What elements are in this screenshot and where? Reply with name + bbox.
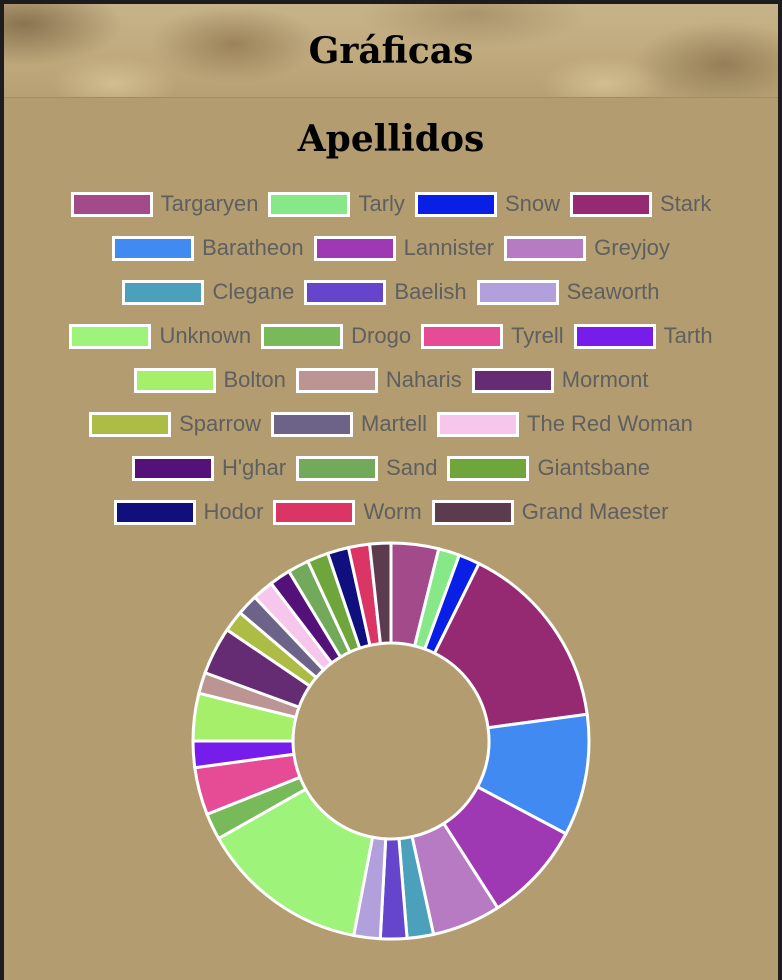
legend-item[interactable]: Tyrell xyxy=(421,323,564,349)
legend-label: Tarly xyxy=(358,191,405,216)
legend-item[interactable]: Worm xyxy=(273,499,422,525)
legend-label: Grand Maester xyxy=(521,499,669,524)
legend-item[interactable]: Sparrow xyxy=(89,411,261,437)
legend-swatch xyxy=(304,279,387,305)
legend-row: Baratheon Lannister Greyjoy xyxy=(4,226,778,270)
legend-swatch xyxy=(113,499,196,525)
legend-label: Worm xyxy=(363,499,422,524)
legend-swatch xyxy=(476,279,559,305)
legend-swatch xyxy=(268,191,351,217)
legend-item[interactable]: Drogo xyxy=(261,323,411,349)
legend-label: Greyjoy xyxy=(594,235,670,260)
legend-item[interactable]: Clegane xyxy=(122,279,294,305)
legend-item[interactable]: Targaryen xyxy=(70,191,259,217)
legend-label: Unknown xyxy=(159,323,252,348)
legend-label: Sand xyxy=(386,455,438,480)
legend-label: Baelish xyxy=(394,279,467,304)
legend-label: Baratheon xyxy=(202,235,304,260)
legend-label: The Red Woman xyxy=(527,411,693,436)
legend-item[interactable]: Baelish xyxy=(304,279,467,305)
legend-item[interactable]: Grand Maester xyxy=(431,499,669,525)
legend-swatch xyxy=(131,455,214,481)
chart-title: Apellidos xyxy=(297,118,485,160)
legend-swatch xyxy=(112,235,195,261)
legend-item[interactable]: H'ghar xyxy=(131,455,287,481)
legend-swatch xyxy=(421,323,504,349)
legend-item[interactable]: Giantsbane xyxy=(447,455,650,481)
legend-label: Giantsbane xyxy=(537,455,651,480)
legend-row: Sparrow Martell The Red Woman xyxy=(4,402,778,446)
legend-item[interactable]: Lannister xyxy=(313,235,495,261)
legend-label: Stark xyxy=(659,191,712,216)
legend-item[interactable]: Snow xyxy=(414,191,560,217)
legend-swatch xyxy=(261,323,344,349)
legend-label: Tarth xyxy=(663,323,713,348)
legend-swatch xyxy=(471,367,554,393)
legend-label: Lannister xyxy=(403,235,495,260)
legend-swatch xyxy=(573,323,656,349)
legend-swatch xyxy=(295,367,378,393)
legend-swatch xyxy=(122,279,205,305)
legend-label: Snow xyxy=(504,191,560,216)
legend-label: Drogo xyxy=(351,323,412,348)
legend-label: Sparrow xyxy=(179,411,261,436)
legend-swatch xyxy=(133,367,216,393)
legend-swatch xyxy=(313,235,396,261)
legend-item[interactable]: Naharis xyxy=(295,367,462,393)
legend-swatch xyxy=(447,455,530,481)
legend-item[interactable]: Stark xyxy=(569,191,712,217)
donut-slice-grand-maester[interactable] xyxy=(367,541,393,646)
legend-row: Unknown Drogo Tyrell Tarth xyxy=(4,314,778,358)
legend-item[interactable]: Hodor xyxy=(113,499,264,525)
header-banner: Gráficas xyxy=(4,4,778,98)
legend-row: Clegane Baelish Seaworth xyxy=(4,270,778,314)
legend-swatch xyxy=(69,323,152,349)
legend-label: Bolton xyxy=(223,367,286,392)
page-frame: Gráficas Apellidos Targaryen Tarly Snow Sta… xyxy=(4,4,778,980)
legend-swatch xyxy=(89,411,172,437)
legend-swatch xyxy=(70,191,153,217)
legend-swatch xyxy=(431,499,514,525)
legend-label: Naharis xyxy=(385,367,462,392)
legend-row: Targaryen Tarly Snow Stark xyxy=(4,182,778,226)
legend-item[interactable]: Tarth xyxy=(573,323,713,349)
legend-item[interactable]: Greyjoy xyxy=(504,235,670,261)
legend-swatch xyxy=(437,411,520,437)
legend-label: Clegane xyxy=(212,279,295,304)
legend-item[interactable]: Bolton xyxy=(133,367,286,393)
donut-chart xyxy=(191,541,591,941)
legend-row: Bolton Naharis Mormont xyxy=(4,358,778,402)
legend-label: Seaworth xyxy=(566,279,660,304)
legend-item[interactable]: The Red Woman xyxy=(437,411,693,437)
legend-swatch xyxy=(504,235,587,261)
legend-item[interactable]: Mormont xyxy=(471,367,649,393)
legend-label: Hodor xyxy=(203,499,264,524)
legend-item[interactable]: Baratheon xyxy=(112,235,304,261)
legend-item[interactable]: Tarly xyxy=(268,191,405,217)
legend-label: Tyrell xyxy=(511,323,564,348)
legend-label: H'ghar xyxy=(221,455,287,480)
legend-swatch xyxy=(569,191,652,217)
legend-swatch xyxy=(271,411,353,437)
donut-slice-stark[interactable] xyxy=(432,561,589,730)
legend-row: Hodor Worm Grand Maester xyxy=(4,490,778,534)
legend-swatch xyxy=(296,455,379,481)
legend-row: H'ghar Sand Giantsbane xyxy=(4,446,778,490)
page-title: Gráficas xyxy=(308,30,474,72)
legend-label: Targaryen xyxy=(160,191,259,216)
legend-swatch xyxy=(414,191,497,217)
legend-item[interactable]: Seaworth xyxy=(476,279,660,305)
legend-label: Martell xyxy=(361,411,428,436)
legend-swatch xyxy=(273,499,356,525)
legend-item[interactable]: Unknown xyxy=(69,323,251,349)
legend-label: Mormont xyxy=(561,367,649,392)
legend-item[interactable]: Martell xyxy=(271,411,427,437)
legend-item[interactable]: Sand xyxy=(296,455,437,481)
